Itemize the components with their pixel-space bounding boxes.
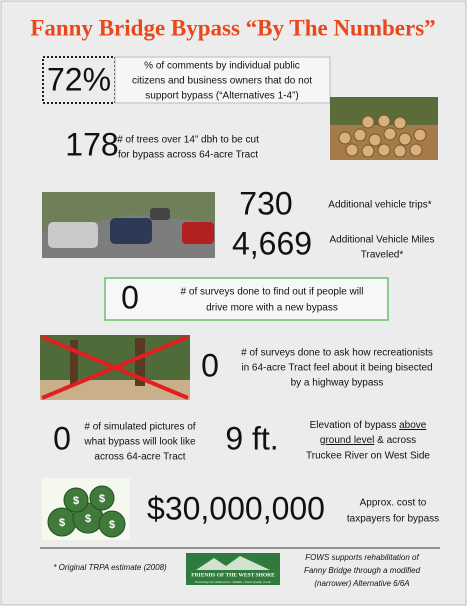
number: 730: [239, 185, 292, 221]
number: 0: [201, 347, 219, 383]
desc-line: Traveled*: [361, 250, 404, 261]
desc-line: Elevation of bypass above: [310, 420, 427, 431]
text: Elevation of bypass: [310, 420, 397, 431]
desc-line: Additional vehicle trips*: [328, 200, 431, 211]
desc-line: # of surveys done to ask how recreationi…: [241, 348, 433, 359]
desc-line: Approx. cost to: [360, 498, 427, 509]
desc-line: what bypass will look like: [83, 437, 196, 448]
forest-photo: [40, 335, 190, 400]
desc-line: ground level & across: [320, 435, 416, 446]
survey-box: [105, 278, 388, 320]
desc-line: # of trees over 14” dbh to be cut: [117, 135, 259, 146]
desc-line: Additional Vehicle Miles: [329, 235, 434, 246]
desc: Additional vehicle trips*: [328, 200, 431, 211]
desc: % of comments by individual public citize…: [132, 61, 312, 102]
logs-photo: [330, 97, 438, 160]
desc-line: taxpayers for bypass: [347, 514, 439, 525]
desc-line: # of surveys done to find out if people …: [181, 287, 364, 298]
desc-line: support bypass (“Alternatives 1-4”): [145, 91, 298, 102]
money-photo: $ $ $ $ $: [42, 478, 130, 540]
desc-line: (narrower) Alternative 6/6A: [314, 579, 409, 588]
underlined: above: [399, 420, 427, 431]
desc-line: % of comments by individual public: [144, 61, 300, 72]
svg-text:$: $: [85, 513, 91, 525]
infographic: Fanny Bridge Bypass “By The Numbers” 72%…: [0, 0, 467, 606]
desc: # of simulated pictures of what bypass wi…: [83, 422, 196, 463]
number: 4,669: [232, 225, 312, 261]
number: $30,000,000: [147, 490, 325, 526]
desc-line: in 64-acre Tract feel about it being bis…: [241, 363, 432, 374]
number: 178: [65, 126, 118, 162]
footnote: * Original TRPA estimate (2008): [53, 563, 167, 572]
desc-line: citizens and business owners that do not: [132, 76, 312, 87]
number: 0: [53, 420, 71, 456]
svg-text:$: $: [59, 517, 65, 529]
desc-line: Fanny Bridge through a modified: [304, 566, 421, 575]
desc-line: across 64-acre Tract: [94, 452, 185, 463]
traffic-photo: [42, 192, 215, 258]
svg-text:$: $: [99, 493, 105, 505]
desc-line: FOWS supports rehabilitation of: [305, 553, 419, 562]
underlined: ground level: [320, 435, 374, 446]
desc-line: Truckee River on West Side: [306, 451, 430, 462]
logo-tagline: Protecting Our Watershed • Wildlife • Ru…: [195, 580, 271, 584]
svg-text:$: $: [73, 495, 79, 507]
text: & across: [377, 435, 416, 446]
svg-text:$: $: [109, 519, 115, 531]
desc-line: by a highway bypass: [291, 378, 384, 389]
statement: FOWS supports rehabilitation of Fanny Bri…: [304, 553, 421, 588]
number: 9 ft.: [225, 420, 278, 456]
desc-line: # of simulated pictures of: [84, 422, 195, 433]
number: 72%: [47, 61, 111, 97]
number: 0: [121, 279, 139, 315]
desc-line: for bypass across 64-acre Tract: [118, 150, 258, 161]
desc-line: drive more with a new bypass: [206, 303, 338, 314]
title: Fanny Bridge Bypass “By The Numbers”: [30, 15, 435, 40]
logo-text: FRIENDS OF THE WEST SHORE: [191, 572, 275, 578]
